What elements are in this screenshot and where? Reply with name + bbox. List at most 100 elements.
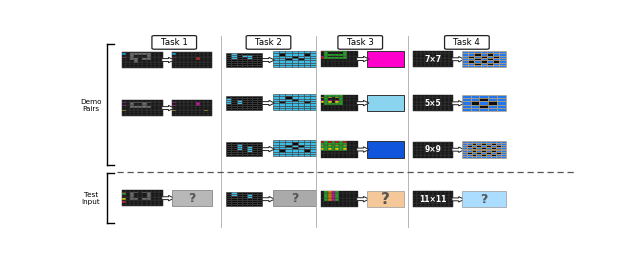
- Bar: [303, 55, 310, 58]
- Bar: [159, 198, 163, 200]
- Bar: [147, 62, 150, 63]
- Bar: [147, 54, 150, 55]
- Bar: [242, 100, 247, 102]
- Bar: [192, 60, 196, 62]
- Bar: [433, 107, 437, 108]
- Bar: [321, 146, 324, 148]
- Bar: [188, 60, 192, 62]
- Bar: [321, 62, 324, 64]
- Bar: [500, 156, 506, 158]
- Bar: [291, 96, 298, 99]
- Bar: [147, 200, 150, 202]
- Bar: [421, 203, 425, 204]
- Bar: [237, 204, 242, 206]
- Bar: [126, 55, 131, 57]
- Bar: [155, 63, 159, 65]
- Bar: [159, 106, 163, 108]
- Bar: [310, 51, 316, 53]
- Bar: [303, 65, 310, 67]
- Bar: [252, 198, 257, 200]
- Bar: [332, 95, 335, 96]
- Bar: [335, 196, 339, 198]
- Bar: [343, 199, 347, 201]
- Bar: [303, 106, 310, 108]
- Bar: [242, 98, 247, 100]
- Bar: [433, 143, 437, 145]
- Bar: [184, 105, 188, 106]
- Bar: [429, 66, 433, 67]
- Bar: [421, 105, 425, 107]
- Bar: [176, 105, 180, 106]
- Bar: [321, 199, 324, 201]
- Bar: [196, 54, 200, 55]
- Bar: [328, 145, 332, 146]
- Bar: [232, 53, 237, 55]
- Bar: [350, 203, 354, 204]
- Bar: [196, 65, 200, 67]
- Bar: [367, 191, 404, 207]
- Bar: [159, 52, 163, 54]
- Bar: [462, 147, 467, 149]
- Bar: [204, 54, 209, 55]
- Bar: [285, 60, 291, 63]
- Bar: [134, 195, 138, 197]
- Bar: [131, 63, 134, 65]
- Bar: [417, 103, 421, 105]
- Bar: [354, 100, 358, 101]
- Bar: [449, 99, 453, 100]
- Bar: [247, 61, 252, 63]
- Bar: [138, 198, 143, 200]
- Bar: [143, 105, 147, 106]
- Bar: [321, 206, 324, 207]
- Bar: [449, 102, 453, 103]
- Bar: [147, 65, 150, 67]
- Bar: [126, 63, 131, 65]
- Bar: [155, 205, 159, 206]
- Bar: [204, 100, 209, 101]
- Bar: [273, 94, 280, 96]
- Bar: [209, 110, 212, 111]
- Bar: [441, 58, 445, 59]
- Bar: [209, 54, 212, 55]
- Bar: [462, 58, 468, 60]
- Bar: [413, 107, 417, 108]
- Bar: [209, 108, 212, 110]
- Bar: [343, 105, 347, 106]
- Bar: [155, 103, 159, 105]
- Bar: [122, 115, 126, 116]
- Polygon shape: [452, 56, 464, 62]
- Bar: [479, 108, 488, 111]
- Bar: [310, 106, 316, 108]
- Bar: [134, 108, 138, 110]
- Bar: [155, 203, 159, 205]
- Bar: [437, 110, 441, 111]
- Bar: [285, 152, 291, 154]
- Bar: [176, 103, 180, 105]
- Bar: [122, 205, 126, 206]
- Bar: [421, 99, 425, 100]
- Polygon shape: [356, 56, 369, 62]
- Bar: [499, 55, 506, 58]
- Bar: [285, 65, 291, 67]
- Bar: [298, 103, 303, 106]
- Bar: [122, 198, 126, 200]
- Bar: [324, 110, 328, 111]
- Bar: [310, 96, 316, 99]
- Bar: [196, 111, 200, 113]
- Bar: [291, 145, 298, 147]
- Bar: [335, 151, 339, 153]
- Bar: [138, 105, 143, 106]
- Bar: [188, 54, 192, 55]
- Bar: [131, 103, 134, 105]
- Bar: [328, 199, 332, 201]
- Bar: [462, 55, 468, 58]
- Bar: [159, 115, 163, 116]
- Bar: [468, 58, 474, 60]
- Bar: [441, 97, 445, 99]
- Bar: [285, 63, 291, 65]
- Bar: [445, 103, 449, 105]
- Bar: [413, 110, 417, 111]
- Bar: [227, 100, 232, 102]
- Bar: [350, 194, 354, 196]
- Bar: [227, 63, 232, 65]
